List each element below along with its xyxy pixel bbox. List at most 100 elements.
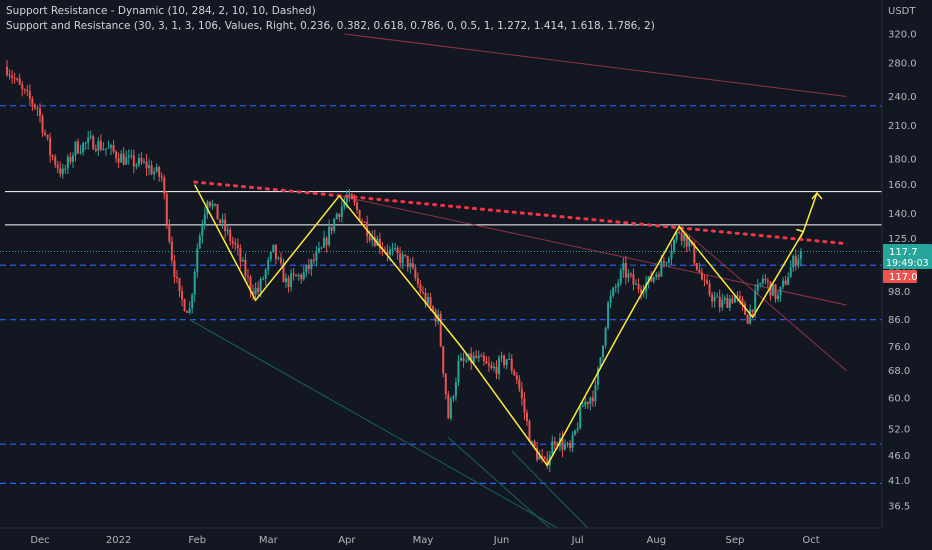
candle-up bbox=[531, 440, 534, 444]
candle-body bbox=[33, 104, 36, 108]
candle-up bbox=[799, 248, 802, 267]
candle-body bbox=[667, 258, 670, 263]
candle-body bbox=[779, 286, 782, 296]
candle-up bbox=[571, 431, 574, 453]
candle-up bbox=[609, 290, 612, 308]
legend-support-and-resistance[interactable]: Support and Resistance (30, 3, 1, 3, 106… bbox=[6, 20, 655, 32]
legend-support-resistance-dynamic[interactable]: Support Resistance - Dynamic (10, 284, 2… bbox=[6, 5, 316, 17]
candle-body bbox=[531, 441, 534, 443]
candle-up bbox=[756, 279, 759, 296]
candle-up bbox=[787, 272, 790, 286]
candle-body bbox=[302, 272, 305, 280]
candle-down bbox=[495, 360, 498, 380]
candle-body bbox=[373, 237, 376, 246]
time-axis: Dec 2022 Feb Mar Apr May Jun Jul Aug Sep Oct bbox=[30, 535, 819, 546]
candle-body bbox=[193, 272, 196, 295]
candle-up bbox=[619, 267, 622, 286]
candle-body bbox=[416, 278, 419, 285]
candle-body bbox=[541, 455, 544, 457]
candle-down bbox=[59, 161, 62, 178]
candle-up bbox=[721, 293, 724, 311]
candle-body bbox=[41, 115, 44, 133]
candle-body bbox=[269, 251, 272, 260]
candle-up bbox=[323, 230, 326, 249]
candle-down bbox=[292, 268, 295, 281]
candle-body bbox=[94, 149, 97, 151]
candle-body bbox=[515, 375, 518, 380]
candle-down bbox=[416, 272, 419, 288]
candle-up bbox=[594, 379, 597, 407]
candle-body bbox=[145, 161, 148, 169]
candle-down bbox=[165, 191, 168, 229]
candle-body bbox=[642, 291, 645, 293]
candle-body bbox=[792, 256, 795, 268]
candle-up bbox=[267, 256, 270, 275]
candle-body bbox=[749, 309, 752, 324]
candle-body bbox=[125, 157, 128, 165]
time-tick-label: Sep bbox=[725, 535, 744, 546]
candle-up bbox=[97, 137, 100, 157]
candle-up bbox=[566, 441, 569, 448]
candle-up bbox=[627, 269, 630, 283]
candle-body bbox=[528, 421, 531, 442]
candle-up bbox=[269, 251, 272, 262]
candle-body bbox=[622, 263, 625, 271]
candle-body bbox=[733, 295, 736, 303]
candle-body bbox=[576, 428, 579, 431]
candle-down bbox=[475, 349, 478, 360]
candle-body bbox=[120, 153, 123, 163]
candle-body bbox=[700, 272, 703, 280]
candle-body bbox=[310, 259, 313, 269]
candle-body bbox=[665, 262, 668, 264]
candle-body bbox=[150, 165, 153, 175]
candle-up bbox=[241, 257, 244, 263]
candle-down bbox=[406, 255, 409, 272]
candle-body bbox=[744, 303, 747, 315]
candle-body bbox=[325, 237, 328, 246]
candle-down bbox=[26, 84, 29, 96]
candle-up bbox=[465, 353, 468, 364]
candle-down bbox=[219, 218, 222, 225]
candle-body bbox=[492, 366, 495, 369]
candle-down bbox=[541, 449, 544, 463]
candle-body bbox=[693, 244, 696, 264]
candle-body bbox=[602, 345, 605, 358]
candle-body bbox=[721, 299, 724, 308]
candle-down bbox=[28, 84, 31, 106]
candle-down bbox=[523, 392, 526, 421]
candle-up bbox=[457, 354, 460, 386]
price-tick-label: 52.0 bbox=[888, 425, 910, 436]
candle-up bbox=[348, 188, 351, 202]
candle-body bbox=[723, 297, 726, 300]
candle-body bbox=[523, 398, 526, 413]
candle-up bbox=[107, 140, 110, 149]
candle-body bbox=[452, 396, 455, 399]
candle-body bbox=[629, 273, 632, 275]
candle-body bbox=[368, 236, 371, 241]
candle-up bbox=[127, 149, 130, 165]
candle-up bbox=[581, 401, 584, 408]
candle-body bbox=[178, 277, 181, 292]
candle-body bbox=[259, 278, 262, 293]
candle-down bbox=[117, 152, 120, 168]
candle-body bbox=[599, 357, 602, 369]
candle-body bbox=[135, 164, 138, 167]
fan-line-red bbox=[344, 33, 847, 98]
candle-body bbox=[482, 355, 485, 361]
candle-body bbox=[241, 259, 244, 262]
candle-body bbox=[650, 276, 653, 282]
candle-body bbox=[226, 229, 229, 232]
candle-body bbox=[117, 158, 120, 163]
candle-up bbox=[297, 273, 300, 281]
candle-up bbox=[104, 148, 107, 156]
candle-body bbox=[414, 267, 417, 279]
candle-body bbox=[784, 280, 787, 285]
candle-up bbox=[617, 279, 620, 294]
candle-body bbox=[766, 280, 769, 282]
price-tick-label: 180.0 bbox=[888, 155, 917, 166]
candle-body bbox=[561, 437, 564, 450]
candle-body bbox=[267, 259, 270, 270]
candle-down bbox=[39, 103, 41, 123]
candle-up bbox=[596, 366, 599, 391]
